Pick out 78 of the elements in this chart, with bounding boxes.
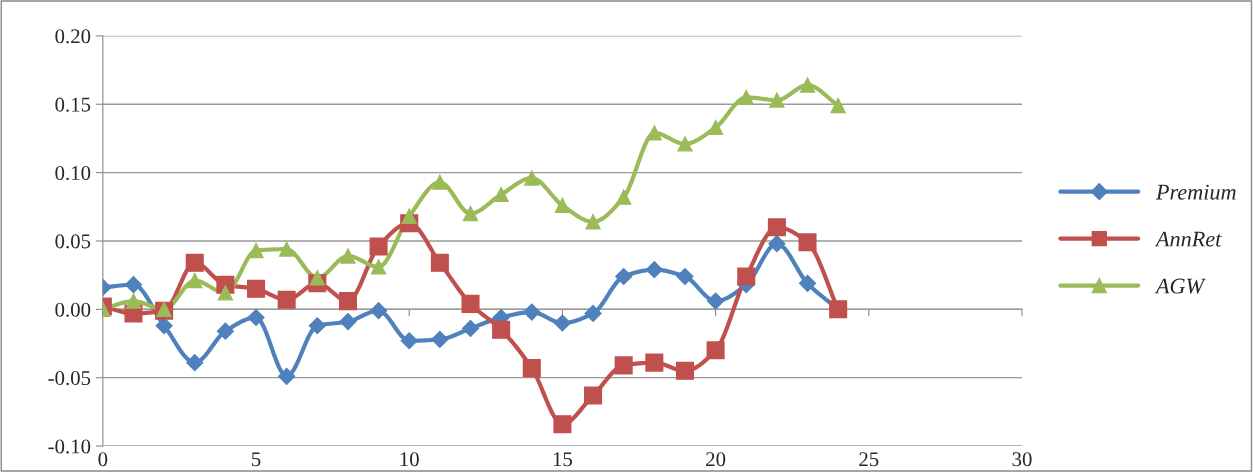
point (553, 415, 572, 434)
point (401, 208, 417, 224)
point (584, 386, 603, 405)
point (492, 320, 511, 339)
x-tick-label: 0 (98, 452, 108, 467)
point (707, 292, 725, 310)
point (125, 293, 142, 309)
point (370, 302, 388, 320)
point (185, 253, 204, 272)
point (616, 189, 632, 205)
point (585, 214, 601, 230)
point (186, 354, 204, 372)
point (522, 359, 541, 378)
point (216, 322, 234, 340)
point (615, 267, 633, 286)
point (554, 197, 571, 214)
point (217, 285, 234, 301)
point (187, 272, 203, 289)
x-tick-label: 30 (1012, 452, 1032, 467)
y-tick-label: 0.20 (55, 29, 91, 44)
point (278, 367, 296, 385)
point (461, 294, 480, 313)
point (768, 235, 786, 253)
point (706, 341, 725, 360)
point (645, 353, 664, 372)
point (584, 304, 602, 322)
point (767, 218, 786, 237)
point (830, 97, 846, 114)
y-tick-label: 0.10 (55, 165, 91, 181)
point (338, 292, 357, 311)
point (246, 279, 266, 298)
point (340, 248, 356, 264)
point (432, 174, 448, 190)
point (798, 274, 817, 292)
point (247, 308, 265, 327)
y-tick-label: -0.05 (48, 371, 91, 386)
point (553, 314, 571, 332)
point (707, 119, 724, 136)
point (155, 317, 173, 335)
point (369, 237, 388, 256)
point (430, 253, 449, 272)
point (370, 259, 387, 275)
x-tick-label: 10 (400, 452, 419, 467)
point (309, 270, 325, 286)
point (493, 186, 509, 203)
point (677, 136, 693, 152)
point (675, 361, 695, 380)
point (277, 290, 296, 309)
point (308, 317, 326, 335)
point (339, 313, 357, 331)
point (524, 170, 540, 186)
point (614, 356, 633, 375)
point (799, 77, 816, 93)
legend-label: Premium (1155, 184, 1236, 200)
point (431, 330, 449, 348)
point (279, 241, 295, 257)
x-tick-label: 5 (252, 452, 261, 467)
point (676, 267, 694, 286)
point (248, 242, 264, 259)
y-tick-label: 0.15 (55, 97, 91, 112)
legend-label: AGW (1154, 278, 1206, 294)
point (645, 261, 663, 279)
y-tick-label: 0.00 (55, 302, 91, 317)
point (737, 267, 756, 286)
point (461, 319, 480, 338)
point (523, 303, 541, 321)
x-tick-label: 25 (859, 452, 879, 467)
legend-label: AnnRet (1154, 231, 1222, 247)
point (462, 205, 479, 222)
point (124, 276, 143, 294)
point (738, 89, 754, 106)
point (798, 233, 817, 252)
x-tick-label: 15 (553, 452, 573, 467)
y-tick-label: -0.10 (48, 439, 91, 454)
x-tick-label: 20 (706, 452, 726, 467)
y-tick-label: 0.05 (55, 234, 91, 249)
point (769, 92, 785, 108)
point (400, 332, 418, 350)
